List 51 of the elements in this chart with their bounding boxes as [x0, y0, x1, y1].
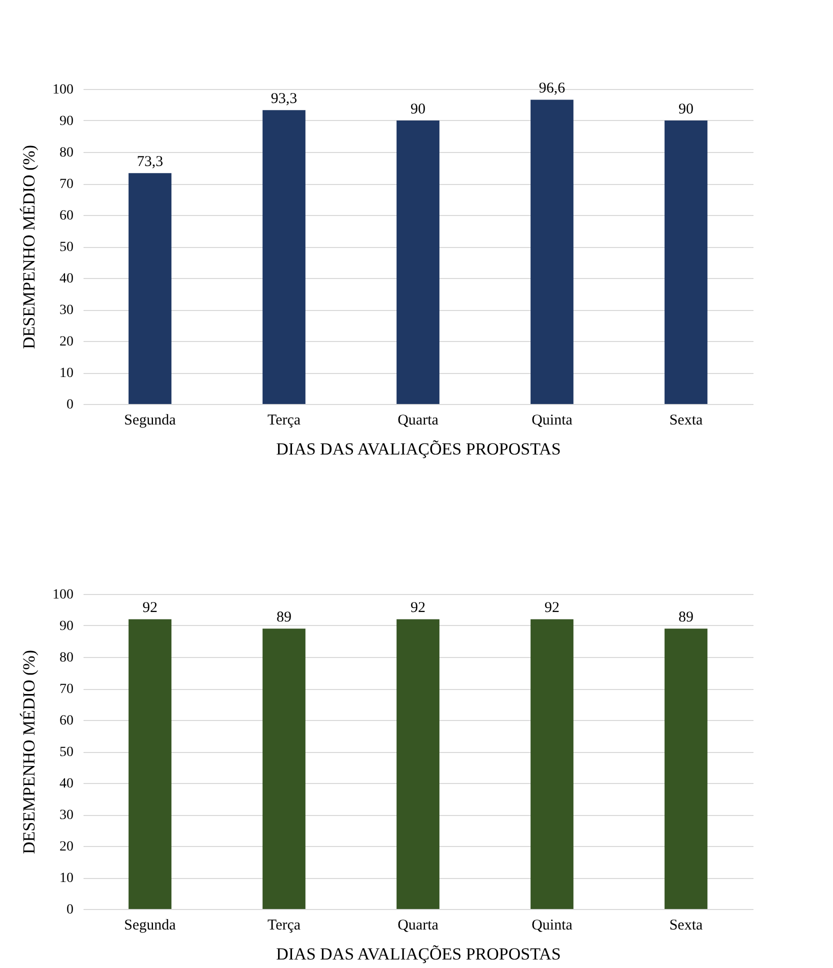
data-label: 73,3 — [136, 154, 164, 170]
y-tick-label: 100 — [52, 82, 74, 98]
y-tick-label: 60 — [60, 208, 74, 224]
y-tick-label: 50 — [60, 240, 74, 255]
y-axis-title: DESEMPENHO MÉDIO (%) — [20, 145, 38, 349]
x-tick-label: Quinta — [532, 918, 573, 934]
data-label: 89 — [276, 610, 292, 626]
y-tick-label: 30 — [60, 303, 74, 318]
y-tick-label: 40 — [60, 272, 74, 286]
data-label: 92 — [544, 600, 560, 616]
x-tick-label: Segunda — [124, 918, 176, 934]
y-tick-label: 0 — [66, 902, 74, 918]
x-tick-label: Sexta — [669, 412, 704, 428]
y-tick-label: 30 — [60, 808, 74, 823]
data-label: 90 — [410, 102, 426, 118]
x-tick-label: Segunda — [124, 412, 176, 428]
y-tick-label: 80 — [60, 146, 74, 160]
x-axis-title: DIAS DAS AVALIAÇÕES PROPOSTAS — [276, 440, 561, 458]
y-tick-label: 90 — [60, 114, 74, 129]
x-axis-title: DIAS DAS AVALIAÇÕES PROPOSTAS — [276, 944, 561, 964]
data-label: 92 — [142, 600, 158, 616]
y-tick-label: 20 — [60, 334, 74, 350]
x-tick-label: Quarta — [398, 412, 439, 428]
bar — [128, 173, 172, 404]
y-tick-label: 80 — [60, 650, 74, 666]
x-tick-label: Terça — [267, 918, 301, 934]
y-tick-label: 50 — [60, 745, 74, 760]
data-label: 90 — [678, 102, 694, 118]
data-label: 93,3 — [270, 91, 298, 108]
y-tick-label: 20 — [60, 840, 74, 854]
bar — [530, 100, 574, 404]
bar — [262, 110, 306, 404]
bar — [664, 120, 708, 404]
y-tick-label: 70 — [60, 682, 74, 697]
x-tick-label: Terça — [267, 412, 301, 428]
y-tick-label: 60 — [60, 714, 74, 728]
data-label: 92 — [410, 600, 426, 616]
y-axis-title: DESEMPENHO MÉDIO (%) — [20, 650, 38, 854]
data-label: 89 — [678, 610, 694, 626]
y-tick-label: 70 — [60, 177, 74, 192]
bar — [396, 120, 440, 404]
y-tick-label: 90 — [60, 619, 74, 634]
x-tick-label: Quinta — [532, 412, 573, 428]
y-tick-label: 40 — [60, 776, 74, 792]
y-tick-label: 10 — [60, 871, 74, 886]
x-tick-label: Sexta — [669, 918, 704, 934]
data-label: 96,6 — [538, 80, 566, 97]
y-tick-label: 10 — [60, 366, 74, 381]
y-tick-label: 0 — [66, 398, 74, 412]
x-tick-label: Quarta — [398, 918, 439, 934]
y-tick-label: 100 — [52, 588, 74, 602]
